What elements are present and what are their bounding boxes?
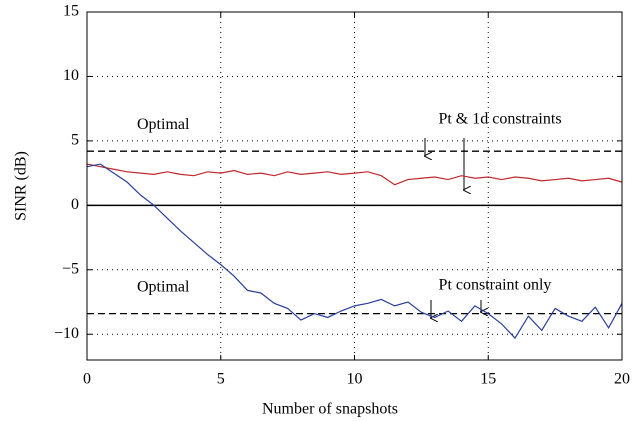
x-tick-label: 5 [217, 371, 225, 388]
y-tick-label: −5 [62, 260, 79, 277]
plot-frame [86, 11, 623, 361]
y-tick-label: 15 [63, 3, 79, 20]
series-line [86, 163, 623, 340]
reference-label: Optimal [137, 116, 190, 133]
annotation: Pt constraint only [439, 277, 552, 294]
reference-label: Optimal [137, 278, 190, 295]
y-tick-label: 10 [63, 67, 79, 84]
x-tick-label: 15 [480, 371, 496, 388]
y-axis-label: SINR (dB) [13, 151, 30, 221]
x-tick-label: 0 [83, 371, 91, 388]
y-tick-label: 0 [71, 196, 79, 213]
annotation: Pt & 1d constraints [438, 111, 561, 128]
y-tick-label: −10 [54, 325, 79, 342]
x-axis-label: Number of snapshots [262, 401, 398, 418]
y-tick-label: 5 [71, 132, 79, 149]
x-tick-label: 20 [614, 371, 630, 388]
x-tick-label: 10 [347, 371, 363, 388]
series-line [86, 163, 623, 186]
